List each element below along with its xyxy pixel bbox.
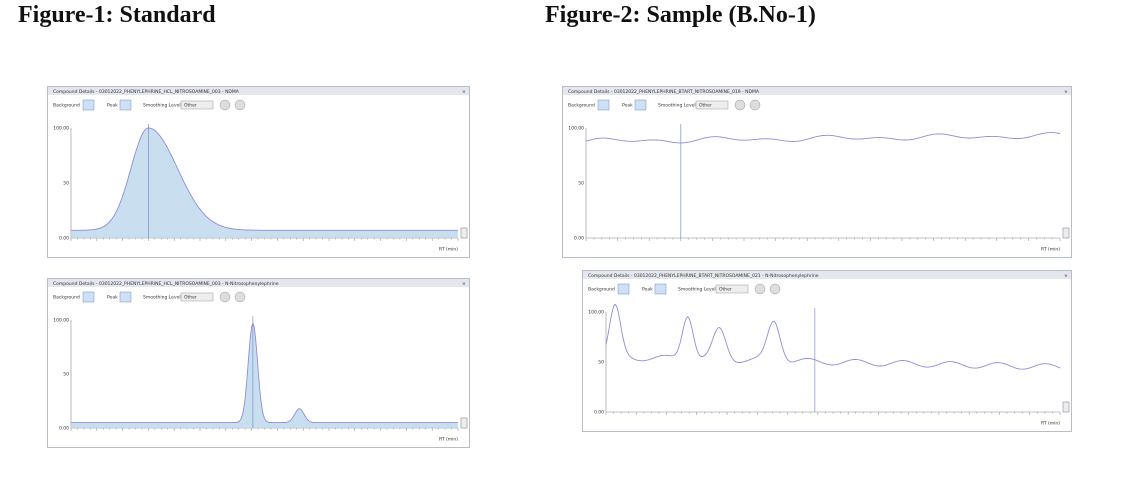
zoom-control[interactable] — [460, 417, 468, 429]
smoothing-label: Smoothing Level — [658, 103, 696, 109]
zoom-control[interactable] — [1062, 401, 1070, 413]
background-label: Background — [53, 295, 80, 301]
background-button[interactable] — [617, 283, 630, 295]
action-button[interactable] — [219, 291, 231, 303]
action-button[interactable] — [754, 283, 766, 295]
background-button[interactable] — [82, 99, 95, 111]
y-tick-label: 0.00 — [574, 236, 584, 242]
title-bar — [583, 271, 1071, 279]
panel-header: Compound Details - 03012022_PHENYLEPHRIN… — [588, 273, 819, 279]
x-axis-label: RT (min) — [1041, 421, 1060, 427]
smoothing-option: Other — [184, 295, 197, 301]
chromatogram-panel: Compound Details - 03012022_PHENYLEPHRIN… — [47, 86, 470, 258]
zoom-control[interactable] — [1062, 227, 1070, 239]
chromatogram-panel: Compound Details - 03012022_PHENYLEPHRIN… — [582, 270, 1072, 432]
background-button[interactable] — [597, 99, 610, 111]
background-label: Background — [568, 103, 595, 109]
peak-label: Peak — [642, 287, 653, 293]
action-button[interactable] — [749, 99, 761, 111]
close-icon: × — [462, 281, 466, 287]
close-icon: × — [462, 89, 466, 95]
title-bar — [48, 279, 469, 287]
peak-label: Peak — [107, 103, 118, 109]
figure-title: Figure-2: Sample (B.No-1) — [545, 2, 816, 28]
action-button[interactable] — [234, 291, 246, 303]
smoothing-option: Other — [184, 103, 197, 109]
trace — [71, 321, 458, 424]
y-tick-label: 100.00 — [53, 126, 69, 132]
y-tick-label: 50 — [578, 181, 584, 187]
background-label: Background — [588, 287, 615, 293]
trace — [605, 303, 1061, 370]
smoothing-select[interactable] — [695, 100, 729, 110]
y-tick-label: 50 — [63, 181, 69, 187]
smoothing-select[interactable] — [715, 284, 749, 294]
x-axis-label: RT (min) — [1041, 247, 1060, 253]
smoothing-option: Other — [699, 103, 712, 109]
chromatogram-panel: Compound Details - 03012022_PHENYLEPHRIN… — [47, 278, 470, 448]
trace — [71, 127, 458, 231]
y-tick-label: 100.00 — [53, 318, 69, 324]
peak-button[interactable] — [654, 283, 667, 295]
panel-header: Compound Details - 03012022_PHENYLEPHRIN… — [568, 89, 760, 95]
panel-frame — [562, 86, 1072, 258]
title-bar — [563, 87, 1071, 95]
smoothing-label: Smoothing Level — [678, 287, 716, 293]
close-icon: × — [1064, 273, 1068, 279]
x-axis-label: RT (min) — [439, 247, 458, 253]
close-icon: × — [1064, 89, 1068, 95]
action-button[interactable] — [734, 99, 746, 111]
action-button[interactable] — [234, 99, 246, 111]
y-tick-label: 50 — [598, 360, 604, 366]
peak-button[interactable] — [119, 291, 132, 303]
peak-label: Peak — [622, 103, 633, 109]
figure-title: Figure-1: Standard — [18, 2, 216, 28]
trace — [585, 132, 1061, 144]
panel-header: Compound Details - 03012022_PHENYLEPHRIN… — [53, 89, 240, 95]
x-axis-label: RT (min) — [439, 437, 458, 443]
smoothing-label: Smoothing Level — [143, 295, 181, 301]
peak-area — [71, 128, 458, 238]
smoothing-option: Other — [719, 287, 732, 293]
peak-button[interactable] — [634, 99, 647, 111]
y-tick-label: 0.00 — [59, 426, 69, 432]
y-tick-label: 0.00 — [59, 236, 69, 242]
peak-label: Peak — [107, 295, 118, 301]
action-button[interactable] — [219, 99, 231, 111]
background-button[interactable] — [82, 291, 95, 303]
smoothing-select[interactable] — [180, 100, 214, 110]
title-bar — [48, 87, 469, 95]
y-tick-label: 0.00 — [594, 410, 604, 416]
chromatogram-panel: Compound Details - 03012022_PHENYLEPHRIN… — [562, 86, 1072, 258]
zoom-control[interactable] — [460, 227, 468, 239]
smoothing-select[interactable] — [180, 292, 214, 302]
background-label: Background — [53, 103, 80, 109]
y-tick-label: 100.00 — [588, 310, 604, 316]
peak-button[interactable] — [119, 99, 132, 111]
y-tick-label: 50 — [63, 372, 69, 378]
panel-header: Compound Details - 03012022_PHENYLEPHRIN… — [53, 281, 279, 287]
smoothing-label: Smoothing Level — [143, 103, 181, 109]
panel-frame — [582, 270, 1072, 432]
action-button[interactable] — [769, 283, 781, 295]
y-tick-label: 100.00 — [568, 126, 584, 132]
